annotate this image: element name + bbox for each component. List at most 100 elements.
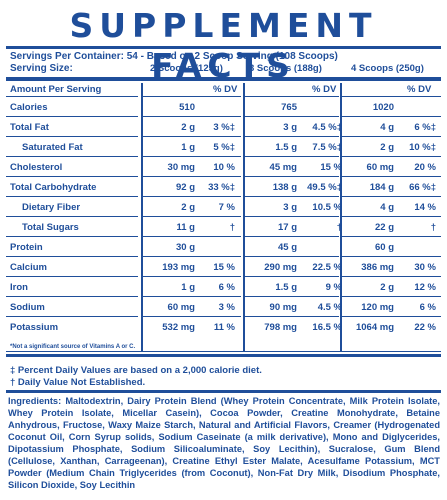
nutrient-amount: 45 g xyxy=(277,242,297,253)
row-separator xyxy=(6,196,138,197)
nutrient-amount: 11 g xyxy=(176,222,196,233)
row-separator xyxy=(6,296,138,297)
nutrient-amount: 60 mg xyxy=(366,162,394,173)
row-separator xyxy=(6,316,138,317)
row-separator xyxy=(245,196,339,197)
row-separator xyxy=(245,276,339,277)
row-separator xyxy=(342,316,441,317)
row-separator xyxy=(6,216,138,217)
page-title: SUPPLEMENT FACTS xyxy=(69,6,378,85)
nutrient-dv: 15 % xyxy=(320,162,342,173)
nutrient-amount: 45 mg xyxy=(269,162,297,173)
row-separator xyxy=(143,156,241,157)
row-separator xyxy=(245,176,339,177)
table-row: Total Carbohydrate 92 g 33 %‡ 138 g 49.5 %‡ 1… xyxy=(6,177,441,197)
nutrient-amount: 2 g xyxy=(380,282,394,293)
table-row: Cholesterol 30 mg 10 % 45 mg 15 % 60 mg 20 % xyxy=(6,157,441,177)
row-separator xyxy=(6,136,138,137)
table-row: Calories 510 765 1020 xyxy=(6,97,441,117)
nutrient-amount: 1064 mg xyxy=(355,322,394,333)
nutrient-amount: 765 xyxy=(281,102,297,113)
nutrient-dv: 22 % xyxy=(414,322,436,333)
nutrient-name: Dietary Fiber xyxy=(22,202,81,213)
nutrient-amount: 30 mg xyxy=(167,162,195,173)
row-separator xyxy=(143,316,241,317)
table-row: Saturated Fat 1 g 5 %‡ 1.5 g 7.5 %‡ 2 g 10 %‡ xyxy=(6,137,441,157)
row-separator xyxy=(342,296,441,297)
dv-header-1: % DV xyxy=(213,84,238,95)
nutrient-amount: 3 g xyxy=(283,122,297,133)
nutrient-amount: 1.5 g xyxy=(275,282,297,293)
table-bottom-rule xyxy=(6,351,441,352)
amount-per-serving-label: Amount Per Serving xyxy=(10,84,102,95)
row-separator xyxy=(342,156,441,157)
nutrient-dv: † xyxy=(336,222,342,233)
table-row: Potassium 532 mg 11 % 798 mg 16.5 % 1064 mg 22… xyxy=(6,317,441,337)
nutrient-amount: 30 g xyxy=(175,242,195,253)
nutrient-dv: 22.5 % xyxy=(312,262,342,273)
nutrient-dv: † xyxy=(229,222,235,233)
nutrient-amount: 798 mg xyxy=(264,322,297,333)
nutrient-amount: 92 g xyxy=(175,182,195,193)
nutrient-amount: 532 mg xyxy=(162,322,195,333)
nutrient-amount: 90 mg xyxy=(269,302,297,313)
nutrient-name: Iron xyxy=(10,282,28,293)
row-separator xyxy=(143,216,241,217)
legend-daily-value: † Daily Value Not Established. xyxy=(10,377,146,388)
nutrient-amount: 386 mg xyxy=(361,262,394,273)
row-separator xyxy=(245,236,339,237)
nutrient-amount: 290 mg xyxy=(264,262,297,273)
row-separator xyxy=(6,176,138,177)
nutrient-name: Sodium xyxy=(10,302,45,313)
nutrient-dv: 10 %‡ xyxy=(409,142,436,153)
row-separator xyxy=(6,256,138,257)
row-separator xyxy=(143,256,241,257)
row-separator xyxy=(342,276,441,277)
row-separator xyxy=(245,96,339,97)
nutrient-dv: 7 % xyxy=(218,202,235,213)
row-separator xyxy=(6,116,138,117)
row-separator xyxy=(143,116,241,117)
nutrient-dv: 5 %‡ xyxy=(213,142,235,153)
nutrient-dv: 9 % xyxy=(325,282,342,293)
nutrient-dv: 16.5 % xyxy=(312,322,342,333)
nutrient-dv: 6 % xyxy=(419,302,436,313)
table-row: Protein 30 g 45 g 60 g xyxy=(6,237,441,257)
row-separator xyxy=(143,296,241,297)
row-separator xyxy=(342,116,441,117)
nutrient-dv: 33 %‡ xyxy=(208,182,235,193)
table-row: Calcium 193 mg 15 % 290 mg 22.5 % 386 mg 30 % xyxy=(6,257,441,277)
nutrient-dv: 4.5 % xyxy=(317,302,342,313)
nutrient-dv: 4.5 %‡ xyxy=(312,122,342,133)
row-separator xyxy=(6,276,138,277)
ingredients-label: Ingredients: xyxy=(8,396,62,406)
dv-header-3: % DV xyxy=(407,84,432,95)
row-separator xyxy=(342,256,441,257)
row-separator xyxy=(245,136,339,137)
nutrient-dv: 30 % xyxy=(414,262,436,273)
nutrient-amount: 60 g xyxy=(374,242,394,253)
nutrient-name: Potassium xyxy=(10,322,59,333)
row-separator xyxy=(342,196,441,197)
nutrient-dv: † xyxy=(430,222,436,233)
row-separator xyxy=(342,216,441,217)
row-separator xyxy=(143,96,241,97)
nutrient-amount: 2 g xyxy=(181,202,195,213)
nutrient-name: Calcium xyxy=(10,262,47,273)
nutrient-amount: 1 g xyxy=(181,142,195,153)
nutrient-amount: 3 g xyxy=(283,202,297,213)
ingredients-block: Ingredients: Maltodextrin, Dairy Protein… xyxy=(8,395,440,491)
serving-option-1: 2 Scoops (125g) xyxy=(150,63,223,74)
table-row: Total Sugars 11 g † 17 g † 22 g † xyxy=(6,217,441,237)
row-separator xyxy=(245,156,339,157)
nutrient-dv: 14 % xyxy=(414,202,436,213)
nutrient-name: Cholesterol xyxy=(10,162,63,173)
nutrient-amount: 138 g xyxy=(272,182,297,193)
servings-per-container: Servings Per Container: 54 - Based on 2 … xyxy=(10,51,338,62)
table-row: Iron 1 g 6 % 1.5 g 9 % 2 g 12 % xyxy=(6,277,441,297)
not-significant-note: *Not a significant source of Vitamins A … xyxy=(10,344,136,350)
dv-header-2: % DV xyxy=(312,84,337,95)
nutrient-amount: 1020 xyxy=(372,102,394,113)
legend-percent-dv: ‡ Percent Daily Values are based on a 2,… xyxy=(10,365,262,376)
nutrient-name: Total Fat xyxy=(10,122,49,133)
